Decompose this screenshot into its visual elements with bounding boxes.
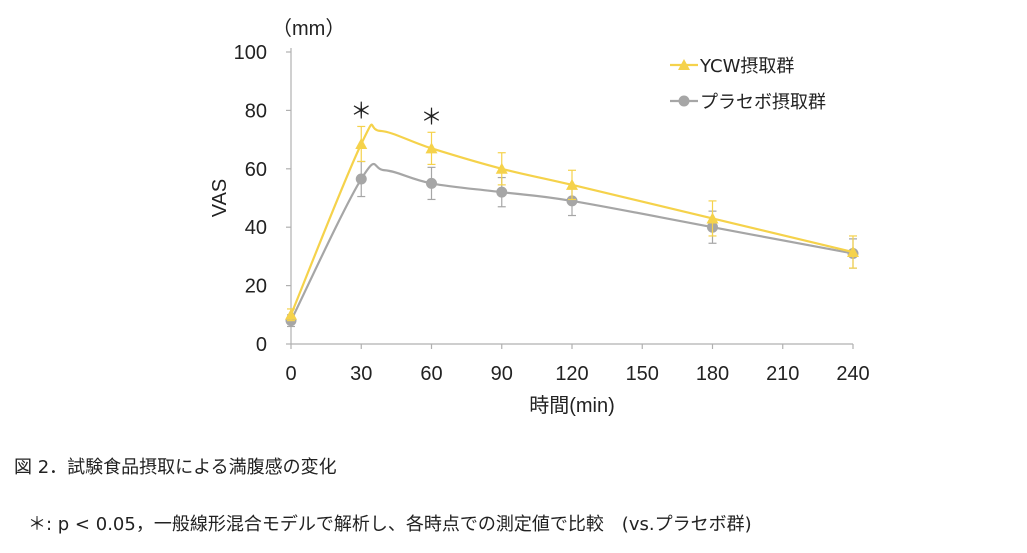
y-tick-label: 60	[245, 159, 267, 181]
chart: 0 20 40 60 80 100 0 30 60 90 120 150 180 210 240 （mm） VA…	[209, 17, 870, 417]
significance-footnote: ＊: p < 0.05，一般線形混合モデルで解析し、各時点での測定値で比較 (v…	[28, 514, 752, 535]
ycw-data-point	[495, 162, 508, 174]
ycw-data-point	[847, 246, 859, 258]
significance-marker: ＊	[350, 99, 372, 124]
y-axis-unit: （mm）	[272, 17, 345, 40]
y-tick-label: 40	[245, 217, 267, 239]
placebo-legend-label: プラセボ摂取群	[700, 92, 826, 113]
x-tick-label: 150	[626, 363, 659, 385]
x-tick-label: 0	[285, 363, 296, 385]
x-tick-label: 30	[350, 363, 372, 385]
y-tick-label: 20	[245, 276, 267, 298]
ycw-series-line	[289, 123, 854, 316]
y-tick-label: 0	[256, 334, 267, 356]
y-tick-label: 100	[234, 42, 267, 64]
ycw-legend-label: YCW摂取群	[699, 56, 794, 77]
ycw-data-point	[706, 212, 719, 224]
x-tick-label: 60	[420, 363, 442, 385]
y-tick-label: 80	[245, 100, 267, 122]
placebo-legend-marker	[678, 95, 690, 107]
placebo-data-point	[355, 173, 367, 185]
figure-caption: 図 2．試験食品摂取による満腹感の変化	[14, 457, 337, 478]
ycw-data-point	[566, 178, 578, 190]
x-axis-title: 時間(min)	[529, 394, 615, 417]
ycw-data-point	[425, 142, 438, 154]
y-axis-title: VAS	[209, 179, 231, 218]
significance-marker: ＊	[420, 105, 442, 130]
x-tick-label: 210	[766, 363, 799, 385]
ycw-legend-marker	[678, 59, 690, 70]
ycw-data-point	[285, 308, 297, 320]
placebo-data-point	[566, 195, 578, 207]
x-tick-label: 120	[555, 363, 588, 385]
x-tick-label: 240	[836, 363, 869, 385]
placebo-data-point	[496, 186, 508, 198]
placebo-data-point	[426, 177, 437, 189]
x-tick-label: 180	[696, 363, 729, 385]
ycw-data-point	[355, 137, 368, 149]
x-tick-label: 90	[491, 363, 513, 385]
